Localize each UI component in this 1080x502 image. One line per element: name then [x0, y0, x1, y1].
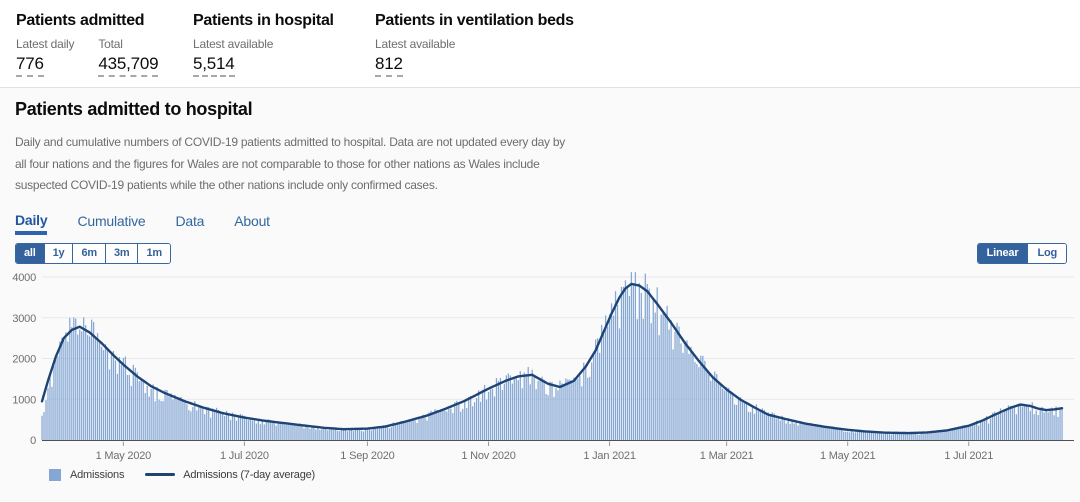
svg-text:3000: 3000: [12, 312, 36, 324]
svg-text:1 May 2020: 1 May 2020: [96, 450, 152, 462]
stat-patients-in-hospital: Patients in hospital Latest available 5,…: [193, 12, 375, 87]
svg-text:1 May 2021: 1 May 2021: [820, 450, 876, 462]
stat-title: Patients admitted: [16, 12, 145, 29]
svg-text:1000: 1000: [12, 394, 36, 406]
legend-label-admissions: Admissions: [70, 468, 125, 481]
chart-legend: Admissions Admissions (7-day average): [49, 468, 1080, 481]
range-6m-button[interactable]: 6m: [72, 243, 105, 263]
metric-total: Total 435,709: [98, 37, 159, 77]
metric-label: Latest available: [375, 37, 456, 51]
range-1y-button[interactable]: 1y: [43, 243, 73, 263]
stat-patients-admitted: Patients admitted Latest daily 776 Total…: [16, 12, 193, 87]
card-description: Daily and cumulative numbers of COVID-19…: [15, 135, 566, 192]
svg-text:1 Nov 2020: 1 Nov 2020: [461, 450, 515, 462]
stats-header: Patients admitted Latest daily 776 Total…: [0, 0, 1080, 88]
range-all-button[interactable]: all: [16, 243, 44, 263]
svg-text:1 Sep 2020: 1 Sep 2020: [340, 450, 394, 462]
metric-latest-available: Latest available 812: [375, 37, 455, 77]
stat-title: Patients in hospital: [193, 12, 334, 29]
scale-toggle-group: Linear Log: [976, 242, 1067, 264]
metric-label: Latest available: [193, 37, 274, 51]
stat-title: Patients in ventilation beds: [375, 12, 574, 29]
range-1m-button[interactable]: 1m: [137, 243, 170, 263]
metric-latest-daily: Latest daily 776: [16, 37, 75, 77]
metric-value[interactable]: 435,709: [98, 54, 159, 77]
admissions-swatch-icon: [49, 468, 61, 481]
scale-log-button[interactable]: Log: [1027, 243, 1066, 263]
tab-about[interactable]: About: [234, 212, 270, 229]
svg-text:1 Mar 2021: 1 Mar 2021: [700, 450, 754, 462]
metric-value[interactable]: 812: [375, 54, 403, 77]
chart-area: 0 1000 2000 3000 4000 1 May 2020 1 Jul 2020 1 S…: [0, 268, 1080, 468]
svg-text:1 Jan 2021: 1 Jan 2021: [583, 450, 636, 462]
time-range-group: all 1y 6m 3m 1m: [15, 242, 171, 264]
stat-patients-in-ventilation-beds: Patients in ventilation beds Latest avai…: [375, 12, 574, 87]
range-3m-button[interactable]: 3m: [104, 243, 138, 263]
admissions-chart[interactable]: 0 1000 2000 3000 4000 1 May 2020 1 Jul 2020 1 S…: [0, 268, 1080, 468]
tab-data[interactable]: Data: [175, 212, 205, 229]
metric-label: Latest daily: [16, 37, 75, 51]
metric-label: Total: [98, 37, 123, 51]
admissions-card: Patients admitted to hospital Daily and …: [0, 88, 1080, 501]
metric-value[interactable]: 776: [16, 54, 44, 77]
tab-cumulative[interactable]: Cumulative: [77, 212, 146, 229]
svg-text:1 Jul 2020: 1 Jul 2020: [220, 450, 269, 462]
svg-text:1 Jul 2021: 1 Jul 2021: [944, 450, 993, 462]
metric-value[interactable]: 5,514: [193, 54, 235, 77]
tab-bar: Daily Cumulative Data About: [15, 212, 1067, 235]
svg-text:4000: 4000: [12, 272, 36, 284]
scale-linear-button[interactable]: Linear: [977, 243, 1028, 263]
tab-daily[interactable]: Daily: [15, 212, 48, 235]
metric-latest-available: Latest available 5,514: [193, 37, 273, 77]
chart-controls: all 1y 6m 3m 1m Linear Log: [15, 242, 1067, 264]
legend-label-average: Admissions (7-day average): [183, 468, 315, 481]
svg-text:2000: 2000: [12, 353, 36, 365]
page-title: Patients admitted to hospital: [15, 99, 253, 119]
svg-text:0: 0: [30, 435, 36, 447]
average-line-swatch-icon: [145, 473, 176, 476]
